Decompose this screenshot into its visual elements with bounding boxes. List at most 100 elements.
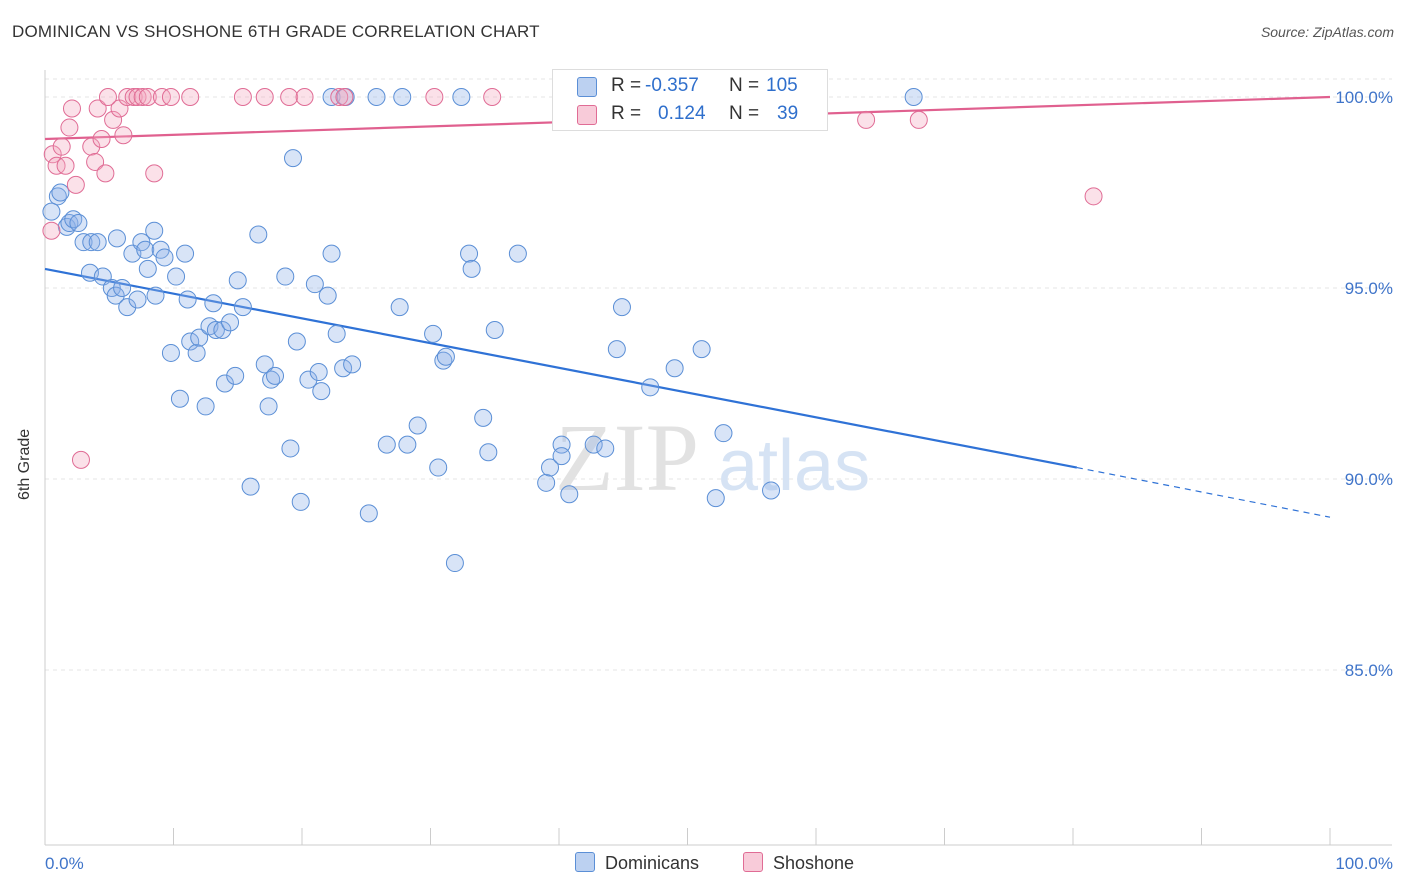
gridlines <box>45 78 1392 671</box>
data-point-shoshone <box>88 99 107 118</box>
data-point-shoshone <box>66 175 85 194</box>
data-point-shoshone <box>425 88 444 106</box>
data-point-dominicans <box>266 366 285 385</box>
data-point-dominicans <box>136 240 155 259</box>
data-point-dominicans <box>107 229 126 248</box>
legend-r-label: R = <box>611 75 642 96</box>
data-point-dominicans <box>170 389 189 408</box>
bottom-legend-swatch-dominicans <box>575 852 595 872</box>
data-point-dominicans <box>485 321 504 340</box>
data-point-shoshone <box>857 110 876 129</box>
watermark-atlas: atlas <box>718 426 870 506</box>
data-point-dominicans <box>221 313 240 332</box>
data-point-dominicans <box>187 343 206 362</box>
data-point-dominicans <box>206 321 225 340</box>
data-point-dominicans <box>607 340 626 359</box>
data-point-dominicans <box>287 332 306 351</box>
data-point-shoshone <box>1084 187 1103 206</box>
y-tick-label: 90.0% <box>1345 470 1393 489</box>
data-point-shoshone <box>82 137 101 156</box>
data-point-dominicans <box>213 321 232 340</box>
data-point-dominicans <box>51 183 70 202</box>
data-point-dominicans <box>226 366 245 385</box>
trend-line-extension-dominicans <box>1076 466 1331 518</box>
axes <box>44 70 1392 846</box>
bottom-legend-swatch-shoshone <box>743 852 763 872</box>
tick-labels: 85.0% 90.0% 95.0% 100.0% 0.0% 100.0% <box>45 88 1393 873</box>
data-point-shoshone <box>56 156 75 175</box>
data-point-dominicans <box>155 248 174 267</box>
data-point-shoshone <box>161 88 180 106</box>
data-point-dominicans <box>176 244 195 263</box>
data-point-dominicans <box>429 458 448 477</box>
data-point-dominicans <box>762 481 781 500</box>
data-point-dominicans <box>560 485 579 504</box>
data-point-shoshone <box>128 88 147 106</box>
data-point-dominicans <box>228 271 247 290</box>
data-point-dominicans <box>145 221 164 240</box>
data-point-dominicans <box>138 259 157 278</box>
data-point-dominicans <box>327 324 346 343</box>
data-point-shoshone <box>71 450 90 469</box>
data-point-shoshone <box>295 88 314 106</box>
data-point-dominicans <box>233 298 252 317</box>
data-point-shoshone <box>62 99 81 118</box>
data-point-dominicans <box>291 492 310 511</box>
x-tick-label: 100.0% <box>1335 854 1393 873</box>
data-point-dominicans <box>322 88 341 106</box>
data-point-shoshone <box>133 88 152 106</box>
bottom-legend-label-dominicans: Dominicans <box>605 853 700 873</box>
data-point-dominicans <box>276 267 295 286</box>
data-point-dominicans <box>305 275 324 294</box>
data-points <box>42 88 1103 573</box>
data-point-shoshone <box>104 110 123 129</box>
bottom-legend-label-shoshone: Shoshone <box>773 853 855 873</box>
data-point-shoshone <box>335 88 354 106</box>
data-point-dominicans <box>445 554 464 573</box>
data-point-dominicans <box>408 416 427 435</box>
data-point-dominicans <box>312 382 331 401</box>
data-point-dominicans <box>178 290 197 309</box>
data-point-dominicans <box>281 439 300 458</box>
data-point-dominicans <box>904 88 923 106</box>
data-point-dominicans <box>88 233 107 252</box>
data-point-dominicans <box>584 435 603 454</box>
data-point-shoshone <box>114 126 133 145</box>
trend-line-dominicans <box>44 267 1078 469</box>
data-point-shoshone <box>43 145 62 164</box>
data-point-shoshone <box>280 88 299 106</box>
data-point-dominicans <box>69 214 88 233</box>
data-point-dominicans <box>462 259 481 278</box>
data-point-dominicans <box>82 233 101 252</box>
data-point-dominicans <box>322 244 341 263</box>
y-tick-label: 95.0% <box>1345 279 1393 298</box>
data-point-shoshone <box>42 221 61 240</box>
data-point-dominicans <box>181 332 200 351</box>
data-point-shoshone <box>233 88 252 106</box>
data-point-dominicans <box>161 343 180 362</box>
data-point-dominicans <box>367 88 386 106</box>
data-point-dominicans <box>284 149 303 168</box>
data-point-dominicans <box>641 378 660 397</box>
legend-n-value: 39 <box>777 103 799 124</box>
data-point-dominicans <box>359 504 378 523</box>
data-point-dominicans <box>424 324 443 343</box>
data-point-shoshone <box>255 88 274 106</box>
x-tick-label: 0.0% <box>45 854 84 873</box>
data-point-dominicans <box>706 489 725 508</box>
data-point-dominicans <box>714 424 733 443</box>
data-point-dominicans <box>377 435 396 454</box>
data-point-dominicans <box>479 443 498 462</box>
source-label: Source: ZipAtlas.com <box>1260 24 1394 40</box>
data-point-dominicans <box>146 286 165 305</box>
data-point-dominicans <box>106 286 125 305</box>
bottom-legend-dominicans: Dominicans <box>575 852 699 874</box>
data-point-dominicans <box>196 397 215 416</box>
data-point-dominicans <box>334 359 353 378</box>
legend-n-label: N = <box>729 103 760 124</box>
y-tick-label: 85.0% <box>1345 661 1393 680</box>
data-point-dominicans <box>508 244 527 263</box>
legend-r-value: 0.124 <box>658 103 706 124</box>
data-point-dominicans <box>436 347 455 366</box>
